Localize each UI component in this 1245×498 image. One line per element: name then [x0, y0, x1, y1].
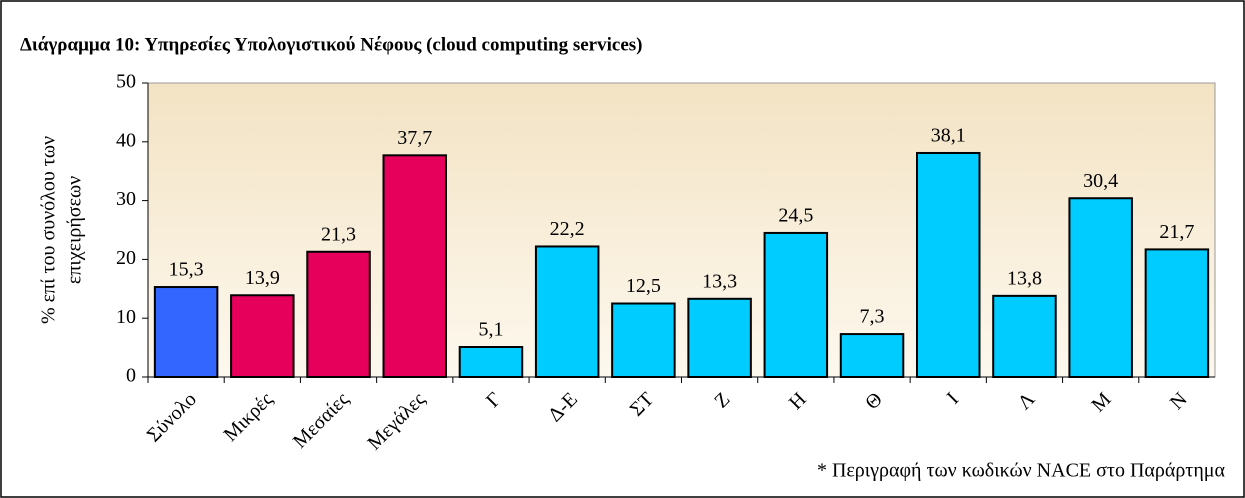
data-label: 13,8	[1007, 267, 1042, 289]
bar	[611, 302, 676, 378]
y-axis-label: επιχειρήσεων	[64, 176, 86, 284]
bar	[382, 154, 447, 378]
data-label: 30,4	[1083, 170, 1118, 192]
bar	[458, 346, 524, 378]
y-tick-label: 10	[116, 306, 136, 328]
data-label: 7,3	[860, 306, 885, 328]
bar	[916, 151, 981, 378]
data-label: 38,1	[931, 125, 966, 147]
bar	[763, 231, 829, 378]
y-tick-label: 20	[116, 247, 136, 269]
y-axis-label: % επί του συνόλου των	[38, 136, 60, 324]
data-label: 21,7	[1159, 221, 1194, 243]
bar	[1068, 197, 1133, 378]
y-tick-label: 50	[116, 71, 136, 93]
bar	[1144, 248, 1210, 379]
data-label: 12,5	[626, 275, 661, 297]
data-label: 21,3	[321, 223, 356, 245]
data-label: 24,5	[778, 205, 813, 227]
bar	[306, 250, 371, 378]
bar	[153, 286, 219, 379]
data-label: 13,9	[245, 267, 280, 289]
chart-title: Διάγραμμα 10: Υπηρεσίες Υπολογιστικού Νέ…	[20, 34, 642, 55]
bar	[230, 294, 295, 379]
bar	[534, 245, 600, 378]
data-label: 22,2	[550, 218, 585, 240]
data-label: 15,3	[169, 259, 204, 281]
y-tick-label: 30	[116, 188, 136, 210]
bar	[687, 297, 752, 378]
data-label: 37,7	[397, 127, 432, 149]
data-label: 13,3	[702, 270, 737, 292]
footnote: * Περιγραφή των κωδικών NACE στο Παράρτη…	[817, 460, 1226, 482]
y-tick-label: 0	[126, 365, 136, 387]
bar	[839, 333, 905, 378]
data-label: 5,1	[478, 319, 503, 341]
bar	[992, 294, 1057, 378]
y-tick-label: 40	[116, 129, 136, 151]
